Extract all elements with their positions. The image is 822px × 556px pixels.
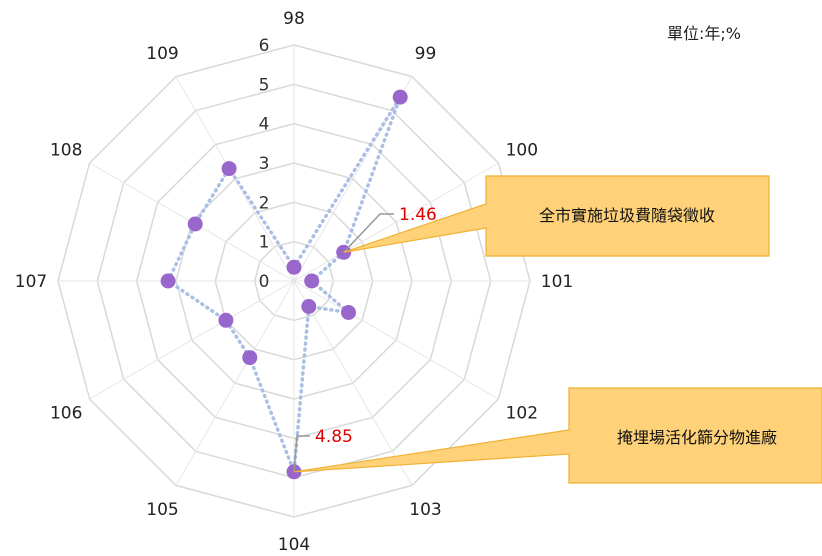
category-label-99: 99 [415, 44, 437, 64]
spoke-105 [175, 280, 295, 486]
category-label-100: 100 [506, 141, 538, 161]
category-label-105: 105 [146, 500, 178, 520]
spoke-100 [293, 162, 499, 282]
spoke-103 [293, 280, 413, 486]
radial-tick-5: 5 [259, 75, 270, 95]
callout-box-1 [343, 175, 770, 257]
radial-tick-4: 4 [259, 115, 270, 135]
data-point-105 [242, 350, 258, 366]
radial-tick-6: 6 [259, 36, 270, 56]
data-point-98 [286, 259, 302, 275]
category-label-104: 104 [278, 535, 310, 555]
annotation-value-1: 1.46 [399, 205, 437, 225]
category-label-102: 102 [506, 404, 538, 424]
data-point-108 [187, 216, 203, 232]
spoke-106 [89, 280, 295, 400]
callout-text-2: 掩埋場活化篩分物進廠 [617, 428, 777, 447]
radial-tick-2: 2 [259, 193, 270, 213]
category-label-108: 108 [50, 141, 82, 161]
callout-text-1: 全市實施垃圾費隨袋徵收 [539, 206, 715, 225]
radial-tick-0: 0 [259, 272, 270, 292]
data-point-109 [221, 161, 237, 177]
leader-line-2 [293, 435, 310, 472]
data-point-103 [301, 299, 317, 314]
data-point-99 [392, 89, 408, 105]
radial-tick-1: 1 [259, 233, 270, 253]
leader-line-1 [343, 213, 394, 253]
data-point-101 [304, 273, 320, 289]
category-label-103: 103 [409, 500, 441, 520]
category-label-101: 101 [541, 272, 573, 292]
data-point-102 [341, 305, 356, 320]
radial-tick-3: 3 [259, 154, 270, 174]
category-label-107: 107 [15, 272, 47, 292]
data-point-106 [218, 312, 234, 328]
category-label-98: 98 [283, 9, 305, 29]
spoke-102 [293, 280, 499, 400]
radial-tick-labels: 0 1 2 3 4 5 6 [259, 36, 270, 292]
category-label-109: 109 [146, 44, 178, 64]
category-label-106: 106 [50, 404, 82, 424]
data-point-107 [160, 273, 176, 289]
callout-box-2 [293, 387, 822, 484]
callouts: 1.46 全市實施垃圾費隨袋徵收 4.85 掩埋場活化篩分物進廠 [293, 175, 822, 484]
series-line [165, 96, 402, 473]
unit-label: 單位:年;% [667, 24, 741, 43]
annotation-value-2: 4.85 [315, 427, 353, 447]
